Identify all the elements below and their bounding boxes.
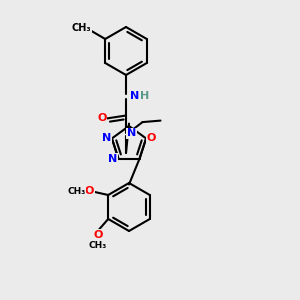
Text: O: O	[93, 230, 102, 240]
Text: N: N	[102, 134, 111, 143]
Text: CH₃: CH₃	[71, 23, 91, 33]
Text: CH₃: CH₃	[68, 188, 86, 196]
Text: O: O	[97, 113, 107, 124]
Text: N: N	[108, 154, 118, 164]
Text: N: N	[127, 128, 136, 139]
Text: O: O	[85, 186, 94, 197]
Text: O: O	[147, 134, 156, 143]
Text: N: N	[130, 91, 139, 101]
Text: CH₃: CH₃	[88, 242, 107, 250]
Text: H: H	[140, 91, 149, 101]
